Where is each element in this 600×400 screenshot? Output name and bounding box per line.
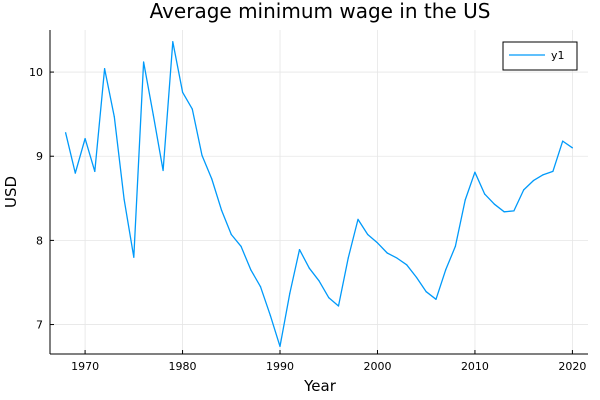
y-tick-label-7: 7 xyxy=(36,319,43,332)
data-point-1993 xyxy=(308,267,310,269)
data-point-2011 xyxy=(484,193,486,195)
data-point-2017 xyxy=(542,174,544,176)
chart-title: Average minimum wage in the US xyxy=(150,0,491,23)
y-axis-title: USD xyxy=(2,176,20,208)
x-tick-label-2010: 2010 xyxy=(461,360,489,373)
data-point-1998 xyxy=(357,218,359,220)
data-point-1985 xyxy=(230,233,232,236)
data-point-1989 xyxy=(269,314,271,316)
data-point-2010 xyxy=(474,171,476,173)
x-tick-label-1970: 1970 xyxy=(71,360,99,373)
data-point-1977 xyxy=(152,114,154,116)
x-axis-label: Year xyxy=(303,377,337,395)
data-point-1975 xyxy=(133,256,135,258)
y-tick-label-10: 10 xyxy=(29,66,43,79)
data-point-1984 xyxy=(220,209,223,211)
data-point-2009 xyxy=(464,199,466,201)
y-tick-label-8: 8 xyxy=(36,234,43,247)
data-point-1976 xyxy=(142,61,145,63)
data-point-2002 xyxy=(396,257,398,259)
data-point-1996 xyxy=(337,305,340,307)
data-point-2004 xyxy=(415,276,418,279)
data-point-2014 xyxy=(513,210,515,212)
data-point-2016 xyxy=(532,180,535,182)
data-point-2012 xyxy=(493,203,496,205)
x-tick-label-1990: 1990 xyxy=(266,360,294,373)
data-point-2000 xyxy=(376,242,379,244)
data-point-1972 xyxy=(103,68,106,70)
data-point-2007 xyxy=(445,269,447,271)
data-point-1997 xyxy=(347,257,349,259)
legend-box xyxy=(502,41,578,71)
x-tick-label-2020: 2020 xyxy=(558,360,586,373)
data-point-2006 xyxy=(435,298,437,300)
data-point-2018 xyxy=(552,170,554,172)
x-tick-label-1980: 1980 xyxy=(169,360,197,373)
data-point-1980 xyxy=(181,91,184,93)
data-point-1995 xyxy=(328,297,330,299)
tick-labels: 1970 1980 1990 2000 2010 2020 7 8 9 10 xyxy=(29,66,586,373)
y-tick-label-9: 9 xyxy=(36,150,43,163)
data-point-1974 xyxy=(123,198,125,200)
data-point-1968 xyxy=(64,132,67,134)
data-point-1991 xyxy=(289,292,291,295)
data-point-2019 xyxy=(562,140,564,142)
data-point-1978 xyxy=(162,169,164,172)
data-point-1988 xyxy=(259,286,262,288)
data-point-1969 xyxy=(74,172,76,174)
x-tick-label-2000: 2000 xyxy=(363,360,391,373)
data-point-1970 xyxy=(84,137,86,140)
series-layer xyxy=(64,41,574,348)
legend: y1 xyxy=(502,41,578,71)
axes xyxy=(49,30,588,355)
data-point-1979 xyxy=(172,41,174,43)
data-point-2005 xyxy=(425,291,427,293)
data-point-1971 xyxy=(94,170,96,172)
legend-label-y1: y1 xyxy=(551,49,565,62)
data-point-1982 xyxy=(201,154,203,156)
data-point-1992 xyxy=(298,249,301,251)
data-point-1990 xyxy=(279,345,281,348)
data-point-2015 xyxy=(523,189,525,191)
data-point-2003 xyxy=(406,264,408,266)
data-point-1983 xyxy=(211,178,213,180)
data-point-1973 xyxy=(113,116,115,118)
data-point-2020 xyxy=(571,147,574,149)
data-point-1987 xyxy=(250,269,252,271)
data-point-2008 xyxy=(454,245,457,247)
data-point-2001 xyxy=(386,252,388,254)
data-point-1981 xyxy=(191,108,193,110)
data-point-1986 xyxy=(240,245,242,247)
grid xyxy=(50,30,588,354)
data-point-1999 xyxy=(367,233,369,236)
data-point-2013 xyxy=(503,211,505,213)
data-point-1994 xyxy=(318,280,320,282)
